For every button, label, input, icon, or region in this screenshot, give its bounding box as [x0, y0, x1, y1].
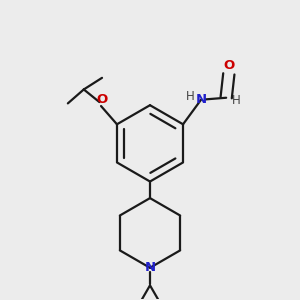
Text: N: N — [196, 93, 207, 106]
Text: H: H — [186, 90, 195, 103]
Text: H: H — [232, 94, 241, 107]
Text: N: N — [144, 261, 156, 274]
Text: O: O — [223, 59, 235, 72]
Text: O: O — [96, 93, 107, 106]
